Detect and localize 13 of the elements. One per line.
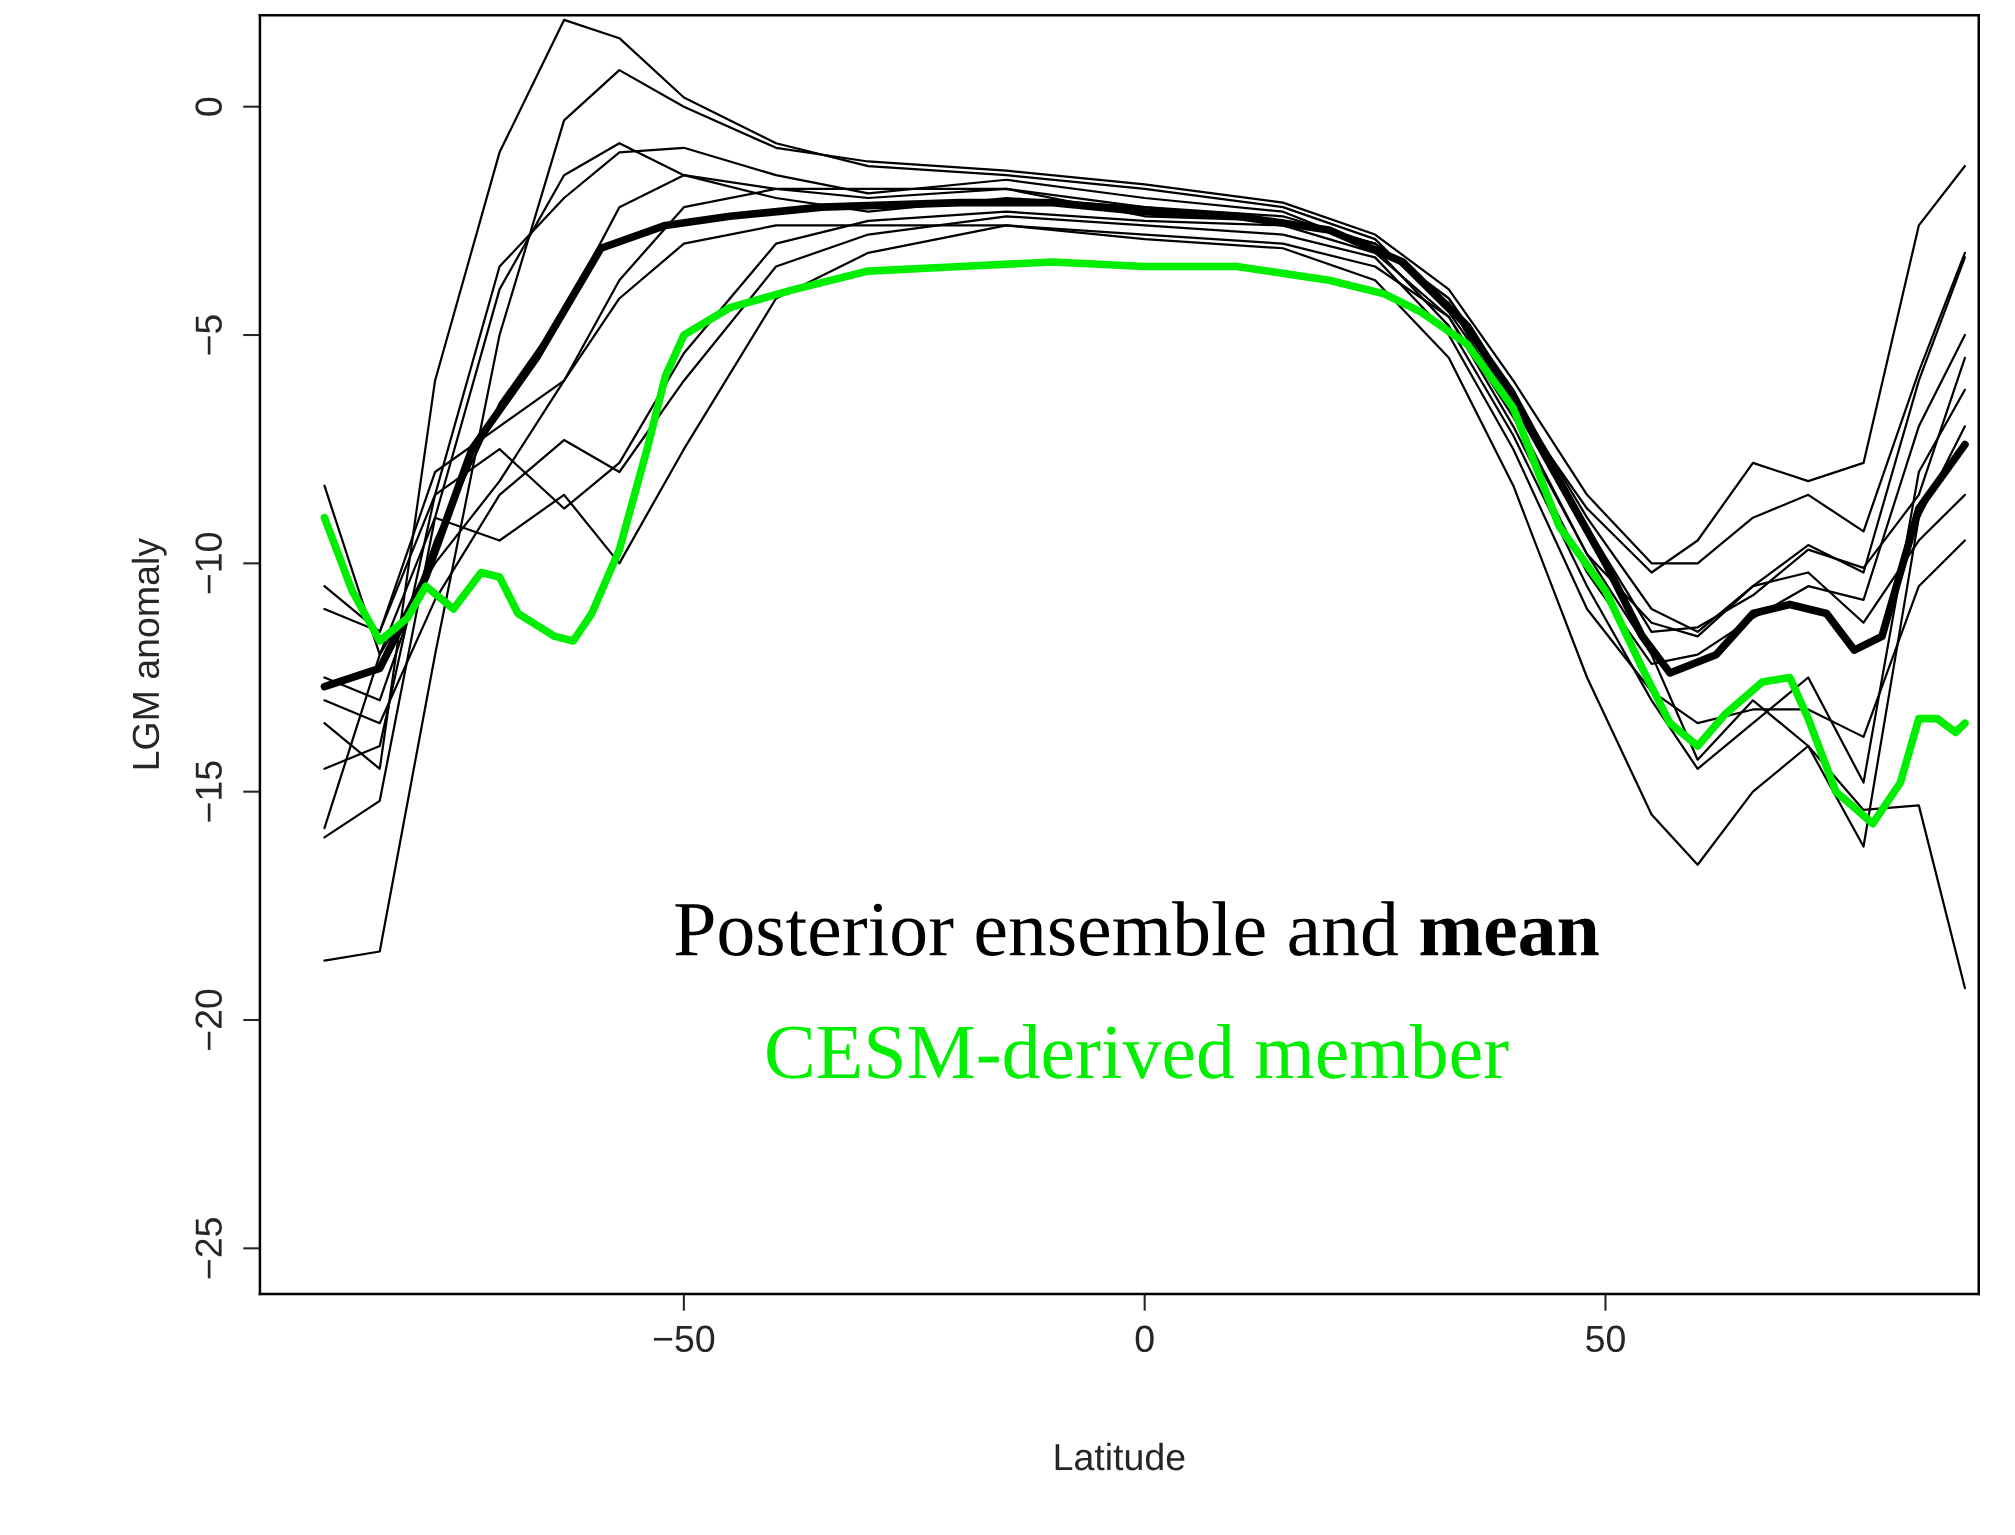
y-tick-label: −20 — [195, 989, 222, 1050]
x-tick-label: 0 — [1135, 1325, 1154, 1353]
text: Posterior ensemble and mean — [675, 901, 1599, 956]
y-tick-label: −15 — [195, 761, 222, 822]
x-tick-label: 50 — [1586, 1325, 1625, 1353]
y-tick-label: −10 — [195, 533, 222, 594]
y-tick-label: −25 — [195, 1218, 222, 1279]
x-axis-title: Latitude — [1055, 1442, 1185, 1471]
y-tick-label: 0 — [195, 97, 222, 116]
text: CESM-derived member — [767, 1023, 1509, 1079]
x-tick-label: −50 — [653, 1325, 715, 1353]
y-axis-title: LGM anomaly — [131, 538, 167, 769]
y-tick-label: −5 — [195, 315, 222, 355]
